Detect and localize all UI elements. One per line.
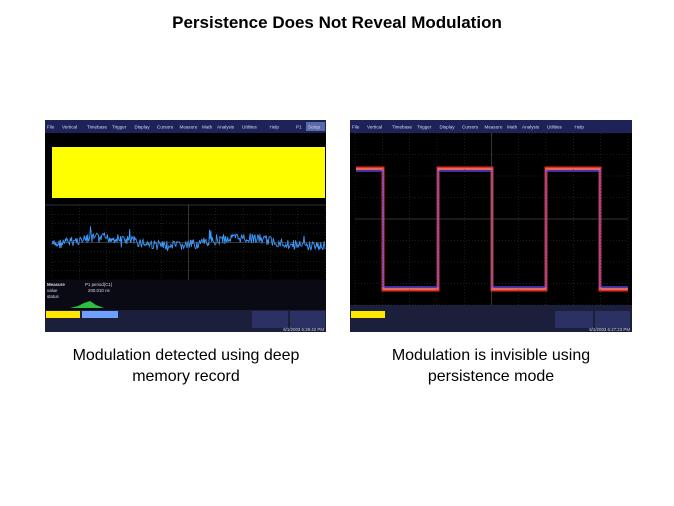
menu-item: Math xyxy=(507,125,518,130)
caption: Modulation is invisible using xyxy=(392,347,590,364)
timestamp: 6/1/2003 6:29:42 PM xyxy=(283,327,324,332)
wave-layer xyxy=(356,171,628,287)
measure-row: value xyxy=(47,288,58,293)
trigger-box xyxy=(290,311,325,328)
menu-item: P1 xyxy=(296,125,302,130)
caption: memory record xyxy=(132,368,240,385)
scope-left: Measure P1 period(C1) value 200.010 ns s… xyxy=(45,120,326,332)
measure-row: status xyxy=(47,294,60,299)
menu-item: Vertical xyxy=(62,125,77,130)
menu-item: Timebase xyxy=(87,125,107,130)
measure-value: 200.010 ns xyxy=(88,288,111,293)
menu-item: Setup xyxy=(308,125,320,130)
menu-item: Cursors xyxy=(462,125,479,130)
menu-item: Utilities xyxy=(242,125,258,130)
trigger-box xyxy=(595,311,630,328)
measure-param: P1 period(C1) xyxy=(85,282,113,287)
menu-item: Timebase xyxy=(392,125,412,130)
timebase-box xyxy=(555,311,593,328)
menu-item: Trigger xyxy=(112,125,127,130)
channel-box xyxy=(82,311,118,318)
menu-item: File xyxy=(47,125,55,130)
menu-item: Vertical xyxy=(367,125,382,130)
timebase-box xyxy=(252,311,288,328)
channel-box xyxy=(46,311,80,318)
scope-right: 6/1/2003 6:27:23 PM File Vertical Timebase… xyxy=(350,120,632,332)
menu-item: File xyxy=(352,125,360,130)
caption: Modulation detected using deep xyxy=(73,347,300,364)
menu-item: Analysis xyxy=(522,125,540,130)
menu-item: Display xyxy=(135,125,151,130)
menu-item: Measure xyxy=(180,125,198,130)
channel-box xyxy=(351,311,385,318)
timestamp: 6/1/2003 6:27:23 PM xyxy=(589,327,630,332)
menu-item: Help xyxy=(575,125,585,130)
menu-bar xyxy=(45,120,326,133)
menu-item: Cursors xyxy=(157,125,174,130)
setup-button xyxy=(306,122,325,131)
square-wave xyxy=(356,166,628,292)
slide-title: Persistence Does Not Reveal Modulation xyxy=(172,13,502,32)
measure-heading: Measure xyxy=(47,282,65,287)
menu-item: Help xyxy=(270,125,280,130)
menu-item: Analysis xyxy=(217,125,235,130)
menu-item: Display xyxy=(440,125,456,130)
menu-item: Utilities xyxy=(547,125,563,130)
menu-bar xyxy=(350,120,632,133)
yellow-trace xyxy=(52,147,325,198)
menu-item: Math xyxy=(202,125,213,130)
histogram xyxy=(70,301,104,308)
menu-item: Trigger xyxy=(417,125,432,130)
menu-item: Measure xyxy=(485,125,503,130)
caption: persistence mode xyxy=(428,368,554,385)
